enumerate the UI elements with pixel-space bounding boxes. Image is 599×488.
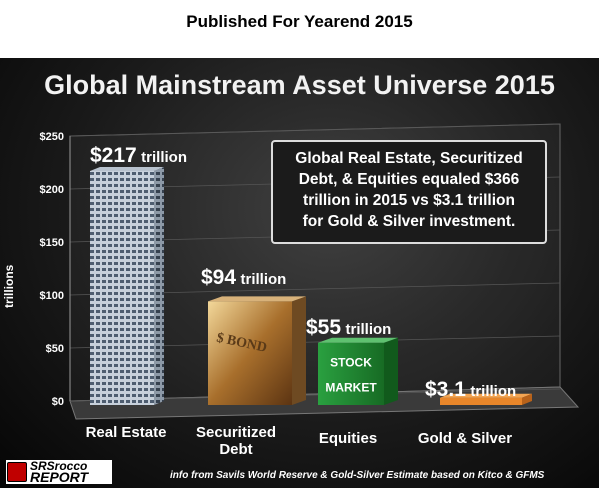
category-label-gold-silver: Gold & Silver: [417, 430, 513, 447]
annotation-line-2: Debt, & Equities equaled $366: [298, 171, 520, 188]
y-tick-label-200: $200: [40, 184, 64, 196]
y-tick-label-100: $100: [40, 290, 64, 302]
y-tick-label-0: $0: [52, 396, 64, 408]
category-label-securitized-debt: Securitized Debt: [195, 424, 277, 458]
chart-panel: Global Mainstream Asset Universe 2015 $0…: [0, 58, 599, 488]
value-label-securitized-debt: $94 trillion: [201, 266, 287, 289]
bar-real-estate: [90, 166, 164, 405]
bar-chart: $0 $50 $100 $150 $200 $250 $ BOND STOCK MARKET: [40, 123, 580, 420]
annotation-box: Global Real Estate, Securitized Debt, & …: [271, 140, 547, 244]
annotation-line-1: Global Real Estate, Securitized: [295, 150, 523, 167]
y-tick-label-250: $250: [40, 131, 64, 143]
annotation-line-3: trillion in 2015 vs $3.1 trillion: [303, 192, 515, 209]
value-label-real-estate: $217 trillion: [90, 144, 187, 167]
bar-gold-silver: [440, 393, 532, 405]
logo-text: SRSrocco REPORT: [30, 459, 89, 485]
annotation-line-4: for Gold & Silver investment.: [302, 213, 516, 230]
bar-securitized-debt: $ BOND: [208, 296, 306, 405]
category-label-real-estate: Real Estate: [85, 424, 167, 441]
published-caption: Published For Yearend 2015: [186, 12, 413, 31]
srsrocco-logo: SRSrocco REPORT: [6, 460, 112, 484]
logo-badge-icon: [7, 462, 27, 482]
market-text: MARKET: [325, 380, 377, 394]
y-axis-label: trillions: [2, 264, 16, 308]
value-label-equities: $55 trillion: [306, 316, 392, 339]
y-tick-label-50: $50: [46, 343, 64, 355]
bar-equities: STOCK MARKET: [318, 337, 398, 405]
y-tick-label-150: $150: [40, 237, 64, 249]
source-note: info from Savils World Reserve & Gold-Si…: [170, 470, 545, 481]
value-label-gold-silver: $3.1 trillion: [425, 378, 517, 401]
stock-text: STOCK: [330, 355, 372, 369]
chart-title: Global Mainstream Asset Universe 2015: [44, 70, 555, 100]
category-label-equities: Equities: [318, 430, 378, 447]
gridline-250: [69, 123, 561, 137]
